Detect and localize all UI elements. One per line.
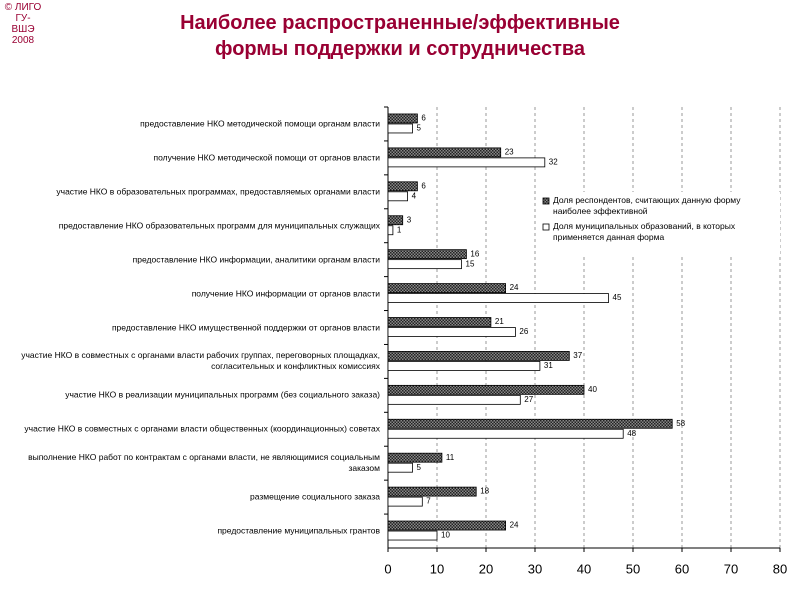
legend-label: Доля респондентов, считающих данную форм… <box>553 195 741 216</box>
bar <box>387 181 418 192</box>
value-label: 24 <box>510 521 519 530</box>
bar <box>387 215 404 226</box>
y-tick-label: участие НКО в совместных с органами влас… <box>21 350 380 372</box>
x-tick-label: 0 <box>384 561 391 576</box>
y-tick-label: участие НКО в образовательных программах… <box>56 186 380 197</box>
corner-line: ГУ-ВШЭ <box>11 13 35 35</box>
y-tick-label: получение НКО методической помощи от орг… <box>153 152 381 163</box>
value-label: 6 <box>421 114 426 123</box>
bar <box>387 317 492 327</box>
bar <box>387 283 506 293</box>
y-tick-label: участие НКО в совместных с органами влас… <box>24 423 380 434</box>
bar <box>387 327 516 337</box>
y-tick-label: предоставление НКО имущественной поддерж… <box>111 322 380 332</box>
bar <box>387 361 541 371</box>
value-label: 10 <box>441 531 450 540</box>
chart-title: Наиболее распространенные/эффективные фо… <box>180 12 620 60</box>
bar <box>387 394 521 405</box>
value-label: 37 <box>573 351 582 360</box>
value-label: 4 <box>412 191 417 200</box>
value-label: 31 <box>544 361 553 370</box>
value-label: 23 <box>505 147 514 156</box>
bar <box>387 225 394 236</box>
value-label: 7 <box>426 497 431 506</box>
value-label: 40 <box>588 385 597 394</box>
legend-label: Доля муниципальных образований, в которы… <box>553 221 736 242</box>
value-label: 5 <box>417 124 422 133</box>
value-label: 16 <box>470 249 479 258</box>
y-tick-label: размещение социального заказа <box>250 491 380 502</box>
value-label: 6 <box>421 181 426 190</box>
bar <box>387 384 585 395</box>
corner-line: © ЛИГО <box>4 2 42 13</box>
value-label: 1 <box>397 225 402 234</box>
x-tick-label: 20 <box>479 561 493 576</box>
value-label: 26 <box>519 327 528 336</box>
value-label: 45 <box>613 293 622 302</box>
bar <box>387 113 418 124</box>
value-label: 3 <box>407 215 412 224</box>
value-label: 58 <box>676 419 685 428</box>
bar <box>387 293 609 303</box>
x-tick-label: 30 <box>528 561 542 576</box>
x-tick-label: 40 <box>577 561 591 576</box>
x-tick-label: 50 <box>626 561 640 576</box>
legend-box <box>540 192 780 254</box>
x-tick-label: 60 <box>675 561 689 576</box>
value-label: 11 <box>446 453 455 462</box>
value-label: 18 <box>480 487 489 496</box>
bar <box>387 351 570 361</box>
value-label: 32 <box>549 157 558 166</box>
y-tick-label: предоставление муниципальных грантов <box>217 525 380 536</box>
bar <box>387 147 502 158</box>
bar <box>387 191 409 202</box>
legend-swatch <box>542 197 550 205</box>
value-label: 5 <box>417 463 422 472</box>
bar <box>387 157 546 168</box>
bar <box>387 418 673 429</box>
bar <box>387 428 624 439</box>
corner-line: 2008 <box>11 35 35 46</box>
y-tick-label: предоставление НКО образовательных прогр… <box>58 220 380 231</box>
y-tick-label: предоставление НКО информации, аналитики… <box>132 254 380 265</box>
bar <box>387 520 506 531</box>
value-label: 24 <box>510 283 519 292</box>
bar <box>387 249 467 260</box>
y-tick-label: выполнение НКО работ по контрактам с орг… <box>28 452 380 474</box>
corner: © ЛИГО ГУ-ВШЭ 2008 <box>4 2 42 46</box>
y-tick-label: участие НКО в реализации муниципальных п… <box>65 389 380 400</box>
x-tick-label: 10 <box>430 561 444 576</box>
y-tick-label: получение НКО информации от органов влас… <box>191 288 380 299</box>
bar <box>387 486 477 497</box>
value-label: 27 <box>524 395 533 404</box>
bar <box>387 530 438 541</box>
x-tick-label: 80 <box>773 561 787 576</box>
value-label: 15 <box>466 259 475 268</box>
x-tick-label: 70 <box>724 561 738 576</box>
bar <box>387 259 462 270</box>
bar <box>387 496 423 507</box>
legend-swatch <box>542 223 550 231</box>
bar <box>387 462 413 473</box>
value-label: 48 <box>627 429 636 438</box>
bar <box>387 123 413 134</box>
value-label: 21 <box>495 317 504 326</box>
y-tick-label: предоставление НКО методической помощи о… <box>140 118 380 129</box>
bar <box>387 452 443 463</box>
